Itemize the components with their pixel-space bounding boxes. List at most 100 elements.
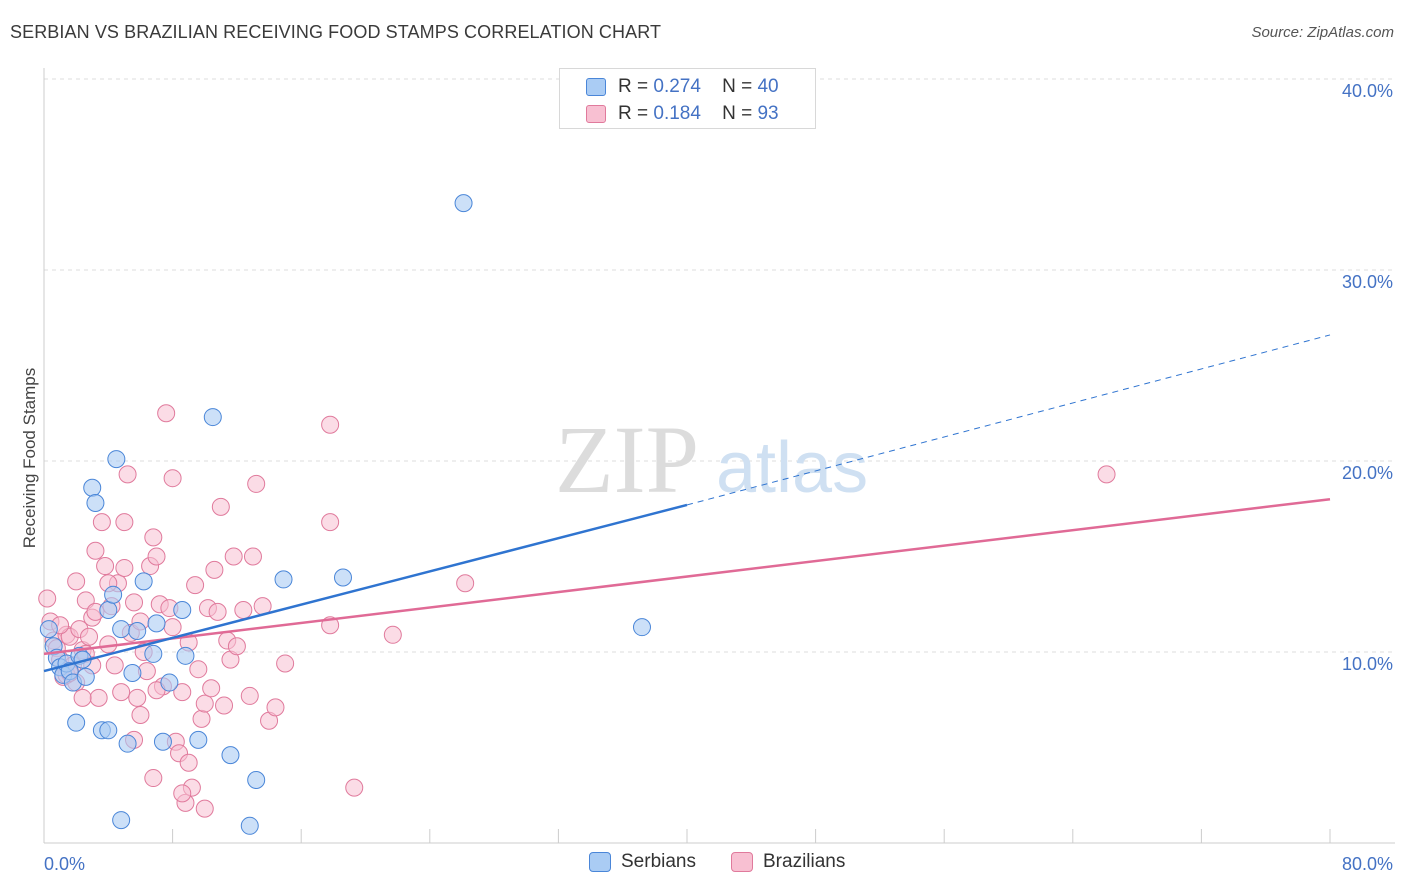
correlation-legend: R = 0.274 N = 40 R = 0.184 N = 93 xyxy=(559,68,816,129)
serbian-point xyxy=(147,614,166,633)
y-tick-label: 40.0% xyxy=(1342,81,1393,101)
y-tick-label: 20.0% xyxy=(1342,463,1393,483)
brazilian-point xyxy=(234,600,253,619)
serbian-point xyxy=(39,620,58,639)
serbian-point xyxy=(86,494,105,513)
brazilian-point xyxy=(224,547,243,566)
serbian-n-value: 40 xyxy=(757,76,779,97)
serbian-point xyxy=(247,770,266,789)
serbian-point xyxy=(203,408,222,427)
serbian-point xyxy=(118,734,137,753)
brazilian-point xyxy=(147,547,166,566)
brazilian-point xyxy=(195,694,214,713)
brazilian-n-value: 93 xyxy=(757,103,779,124)
serbian-point xyxy=(160,673,179,692)
brazilian-trend-line xyxy=(43,497,1331,656)
serbian-point xyxy=(123,664,142,683)
brazilian-point xyxy=(131,706,150,725)
brazilian-point xyxy=(89,688,108,707)
brazilian-point xyxy=(125,593,144,612)
brazilian-point xyxy=(321,415,340,434)
brazilian-point xyxy=(383,625,402,644)
y-axis-label: Receiving Food Stamps xyxy=(20,368,39,548)
brazilian-point xyxy=(144,528,163,547)
serbian-n-label: N = xyxy=(722,76,753,97)
y-tick-label: 30.0% xyxy=(1342,272,1393,292)
watermark: ZIP atlas xyxy=(555,406,868,513)
serbian-trend-extension xyxy=(686,334,1331,506)
axes xyxy=(43,68,1395,844)
x-tick-label: 80.0% xyxy=(1342,854,1393,874)
serbian-point xyxy=(454,194,473,213)
brazilian-point xyxy=(211,497,230,516)
brazilian-point xyxy=(179,753,198,772)
serbian-point xyxy=(99,600,118,619)
brazilian-point xyxy=(173,683,192,702)
brazilian-point xyxy=(112,683,131,702)
brazilian-point xyxy=(115,558,134,577)
brazilian-point xyxy=(247,474,266,493)
brazilian-point xyxy=(208,602,227,621)
series-legend: Serbians Brazilians xyxy=(0,851,1406,877)
serbian-point xyxy=(83,478,102,497)
serbian-r-value: 0.274 xyxy=(653,76,701,97)
serbian-points xyxy=(39,194,651,835)
brazilian-point xyxy=(186,576,205,595)
brazilian-point xyxy=(163,618,182,637)
brazilian-point xyxy=(173,784,192,803)
brazilian-point xyxy=(144,769,163,788)
brazilian-legend-swatch xyxy=(731,852,753,872)
serbian-point xyxy=(67,713,86,732)
serbian-point xyxy=(240,816,259,835)
brazilian-point xyxy=(67,572,86,591)
serbian-point xyxy=(153,732,172,751)
serbian-point xyxy=(632,618,651,637)
brazilian-point xyxy=(321,513,340,532)
brazilian-point xyxy=(243,547,262,566)
brazilian-point xyxy=(80,627,99,646)
brazilian-r-value: 0.184 xyxy=(653,103,701,124)
brazilian-point xyxy=(195,799,214,818)
serbian-point xyxy=(274,570,293,589)
legend-item-serbians[interactable]: Serbians xyxy=(589,851,696,873)
serbian-r-label: R = xyxy=(618,76,649,97)
serbian-point xyxy=(189,730,208,749)
brazilian-swatch xyxy=(586,105,606,123)
serbian-point xyxy=(112,620,131,639)
brazilian-point xyxy=(73,688,92,707)
brazilian-point xyxy=(115,513,134,532)
brazilian-point xyxy=(266,698,285,717)
watermark-zip: ZIP xyxy=(555,406,699,513)
serbian-point xyxy=(134,572,153,591)
serbian-point xyxy=(107,450,126,469)
serbian-point xyxy=(333,568,352,587)
serbian-point xyxy=(99,721,118,740)
y-tick-label: 10.0% xyxy=(1342,654,1393,674)
brazilian-point xyxy=(86,541,105,560)
legend-item-brazilians[interactable]: Brazilians xyxy=(731,851,845,873)
brazilian-n-label: N = xyxy=(722,103,753,124)
grid-lines xyxy=(44,78,1395,653)
brazilian-point xyxy=(205,560,224,579)
brazilian-point xyxy=(189,660,208,679)
brazilian-point xyxy=(227,637,246,656)
brazilian-point xyxy=(105,656,124,675)
trend-lines xyxy=(43,334,1331,673)
brazilian-point xyxy=(345,778,364,797)
brazilian-point xyxy=(76,591,95,610)
serbian-point xyxy=(112,811,131,830)
brazilian-point xyxy=(118,465,137,484)
watermark-atlas: atlas xyxy=(716,428,868,508)
brazilian-point xyxy=(157,404,176,423)
serbian-trend-line xyxy=(43,503,688,673)
serbian-point xyxy=(128,621,147,640)
serbian-point xyxy=(144,644,163,663)
serbian-point xyxy=(221,746,240,765)
serbian-point xyxy=(176,646,195,665)
serbian-point xyxy=(104,585,123,604)
serbian-swatch xyxy=(586,78,606,96)
brazilian-point xyxy=(192,709,211,728)
serbian-point xyxy=(76,667,95,686)
brazilian-point xyxy=(276,654,295,673)
brazilian-point xyxy=(163,469,182,488)
